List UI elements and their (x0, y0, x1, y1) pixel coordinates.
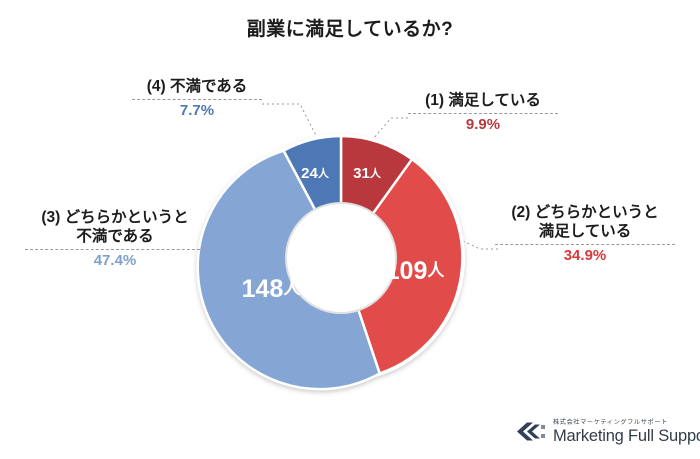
callout-slice-3-label-line1: (3) どちらかというと (41, 209, 189, 226)
slice-2-value: 109人 (386, 257, 446, 285)
callout-slice-2-label-line1: (2) どちらかというと (511, 204, 659, 221)
callout-slice-1: (1) 満足している 9.9% (408, 91, 558, 134)
callout-slice-2-percent: 34.9% (563, 247, 607, 264)
callout-slice-3: (3) どちらかというと 不満である 47.4% (25, 208, 205, 270)
donut-hole-ring (285, 202, 397, 314)
callout-slice-1-percent: 9.9% (465, 116, 501, 133)
slice-3-value: 148人 (242, 275, 302, 303)
callout-slice-4-percent: 7.7% (179, 102, 215, 119)
donut-chart: 24人 31人 109人 148人 (196, 132, 467, 391)
callout-slice-1-label: (1) 満足している (425, 92, 541, 109)
logo-japanese-name: 株式会社マーケティングフルサポート (553, 419, 668, 426)
donut-hole (286, 203, 396, 313)
callout-slice-4-label: (4) 不満である (146, 78, 248, 95)
brand-logo: 株式会社マーケティングフルサポート Marketing Full Support (516, 418, 700, 446)
callout-slice-2: (2) どちらかというと 満足している 34.9% (495, 203, 675, 265)
slice-4-value: 24人 (301, 165, 330, 182)
callout-slice-2-label-line2: 満足している (538, 223, 632, 240)
callout-slice-3-percent: 47.4% (93, 252, 137, 269)
logo-mark-icon (517, 422, 545, 441)
page-title: 副業に満足しているか? (246, 19, 454, 40)
logo-english-name: Marketing Full Support (553, 427, 700, 445)
callout-slice-4: (4) 不満である 7.7% (132, 77, 262, 120)
callout-slice-3-label-line2: 不満である (76, 228, 154, 245)
donut-slice-2[interactable] (339, 157, 464, 375)
slice-1-value: 31人 (353, 165, 382, 182)
